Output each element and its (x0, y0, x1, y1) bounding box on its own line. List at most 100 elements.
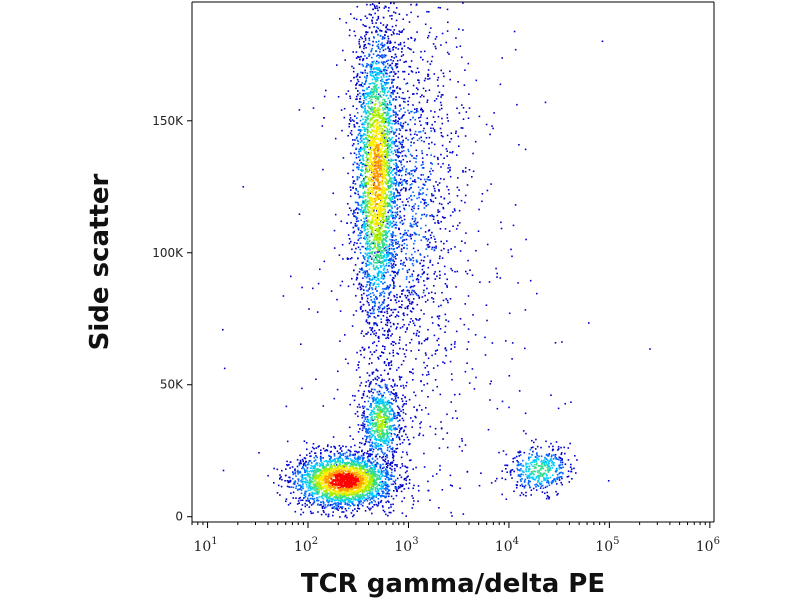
event-dot (339, 453, 342, 455)
event-dot (387, 443, 389, 446)
event-dot (403, 218, 406, 221)
event-dot (401, 126, 403, 129)
event-dot (367, 432, 369, 434)
event-dot (398, 244, 401, 246)
event-dot (365, 276, 368, 279)
event-dot (408, 290, 410, 292)
event-dot (398, 118, 401, 120)
event-dot (524, 347, 526, 350)
event-dot (396, 434, 398, 437)
event-dot (356, 163, 359, 165)
event-dot (375, 334, 377, 337)
event-dot (375, 332, 377, 334)
event-dot (517, 464, 520, 466)
event-dot (485, 123, 488, 126)
event-dot (524, 309, 527, 311)
event-dot (376, 458, 379, 460)
event-dot (561, 458, 563, 460)
event-dot (404, 101, 406, 103)
event-dot (513, 470, 515, 473)
event-dot (412, 285, 414, 288)
event-dot (465, 270, 467, 273)
event-dot (323, 95, 326, 98)
event-dot (445, 298, 447, 300)
event-dot (460, 127, 463, 129)
event-dot (389, 50, 392, 53)
event-dot (371, 409, 374, 412)
event-dot (434, 38, 437, 40)
event-dot (362, 226, 364, 228)
event-dot (371, 288, 374, 291)
event-dot (294, 468, 296, 470)
event-dot (386, 454, 389, 457)
event-dot (394, 308, 397, 311)
event-dot (415, 4, 418, 6)
event-dot (424, 338, 427, 341)
event-dot (381, 42, 383, 44)
event-dot (377, 356, 379, 359)
event-dot (390, 385, 393, 387)
event-dot (457, 177, 459, 179)
event-dot (377, 492, 380, 495)
event-dot (353, 230, 356, 233)
event-dot (426, 337, 429, 339)
event-dot (409, 177, 412, 180)
event-dot (382, 459, 384, 461)
event-dot (364, 81, 367, 83)
event-dot (390, 166, 392, 169)
event-dot (375, 492, 378, 495)
event-dot (416, 92, 418, 95)
event-dot (440, 240, 442, 243)
event-dot (417, 500, 419, 502)
event-dot (385, 287, 388, 289)
event-dot (396, 181, 398, 183)
event-dot (392, 378, 394, 381)
event-dot (383, 205, 385, 208)
event-dot (431, 163, 433, 165)
event-dot (406, 161, 408, 163)
event-dot (295, 485, 298, 487)
event-dot (485, 304, 488, 306)
event-dot (434, 433, 437, 436)
event-dot (416, 221, 419, 224)
event-dot (385, 513, 387, 516)
event-dot (368, 304, 370, 306)
event-dot (409, 118, 412, 121)
event-dot (367, 151, 370, 154)
event-dot (545, 497, 548, 500)
event-dot (394, 274, 396, 277)
event-dot (446, 51, 449, 54)
event-dot (370, 454, 372, 456)
event-dot (358, 63, 361, 65)
event-dot (372, 284, 375, 286)
event-dot (390, 511, 392, 514)
event-dot (371, 512, 373, 515)
event-dot (390, 209, 392, 212)
event-dot (451, 269, 454, 272)
event-dot (337, 502, 340, 505)
event-dot (445, 354, 447, 357)
event-dot (369, 83, 371, 85)
event-dot (369, 449, 371, 452)
event-dot (475, 376, 477, 379)
event-dot (548, 460, 551, 462)
event-dot (304, 469, 306, 472)
event-dot (455, 96, 457, 99)
event-dot (425, 407, 427, 409)
event-dot (466, 272, 469, 275)
event-dot (415, 71, 417, 74)
event-dot (393, 71, 395, 73)
event-dot (387, 211, 389, 214)
event-dot (326, 505, 329, 507)
event-dot (391, 222, 393, 224)
event-dot (356, 5, 359, 8)
event-dot (364, 510, 367, 512)
event-dot (325, 89, 327, 92)
event-dot (384, 346, 386, 348)
event-dot (222, 328, 224, 331)
event-dot (394, 141, 396, 143)
event-dot (319, 455, 322, 458)
event-dot (447, 189, 450, 191)
event-dot (359, 268, 361, 270)
event-dot (297, 478, 299, 481)
